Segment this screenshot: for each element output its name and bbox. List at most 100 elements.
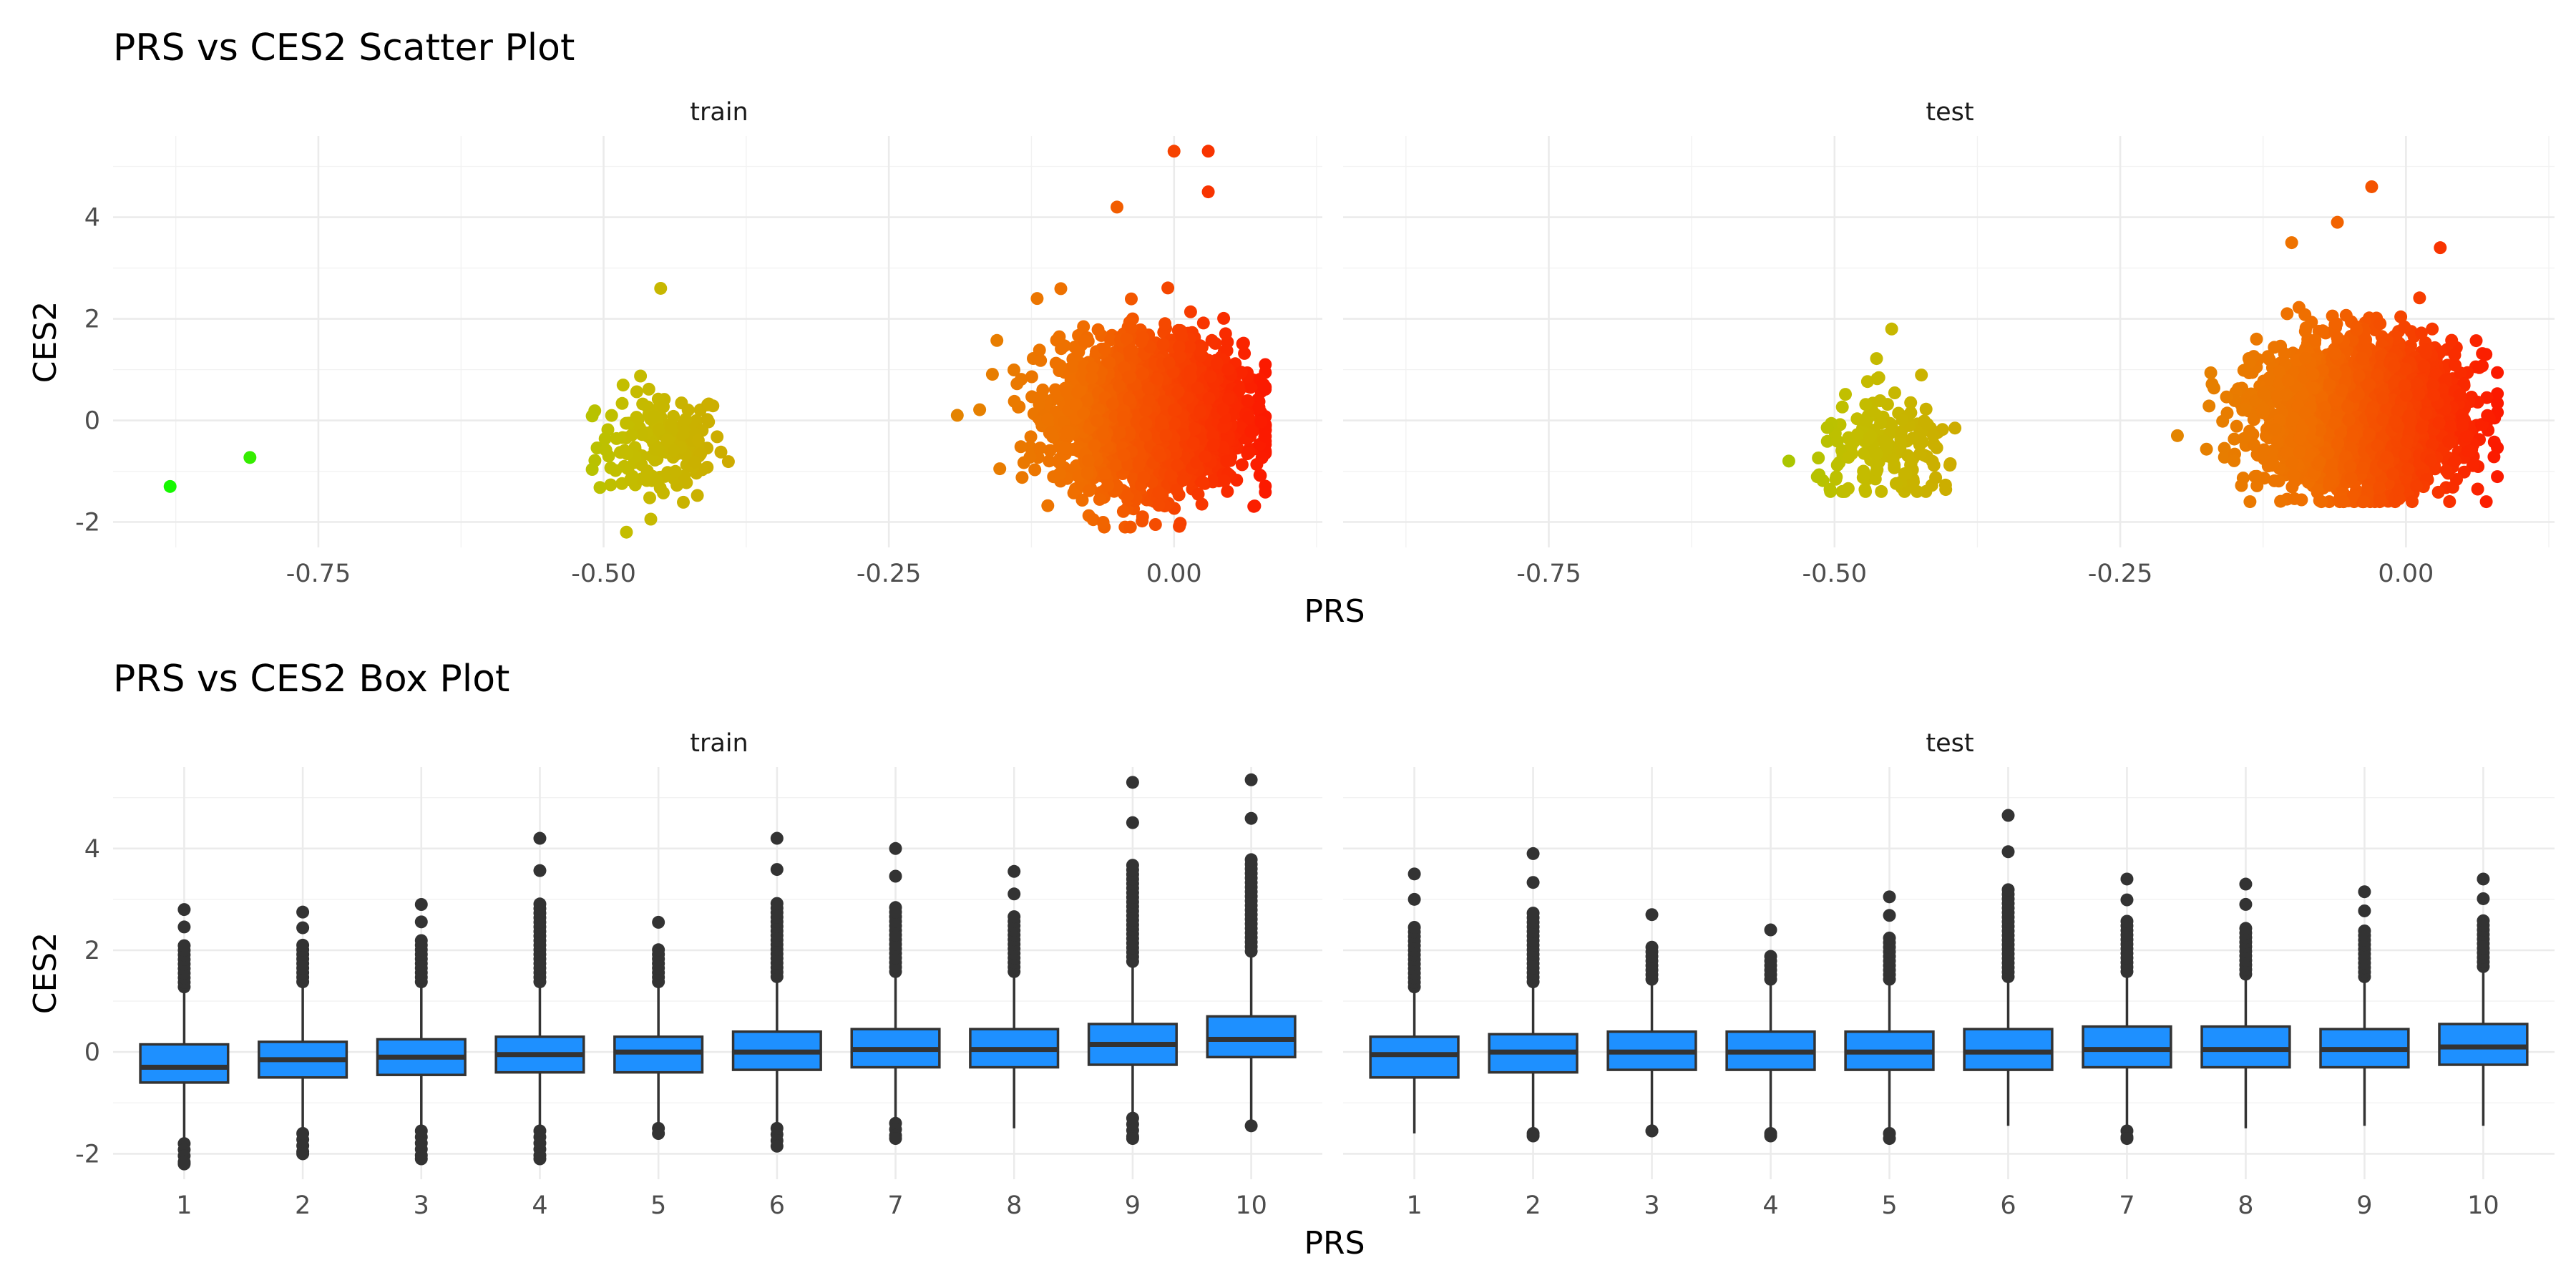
scatter-point — [2220, 406, 2234, 420]
scatter-point — [1896, 413, 1909, 426]
scatter-point — [1137, 471, 1151, 484]
scatter-point — [2236, 472, 2250, 485]
scatter-point — [1152, 499, 1166, 512]
scatter-y-tick-label: 0 — [84, 407, 100, 436]
scatter-point — [1156, 338, 1170, 351]
scatter-point — [1096, 426, 1110, 439]
scatter-point — [2491, 470, 2504, 484]
scatter-point — [2339, 308, 2353, 322]
scatter-point — [1835, 400, 1849, 414]
scatter-point — [1210, 356, 1224, 370]
scatter-point — [678, 426, 692, 439]
scatter-point — [1875, 484, 1888, 498]
scatter-point — [620, 525, 633, 539]
scatter-point — [598, 432, 612, 445]
scatter-point — [667, 409, 680, 423]
scatter-point — [1943, 457, 1957, 470]
scatter-point — [1025, 370, 1038, 384]
scatter-point — [1254, 469, 1267, 482]
scatter-point — [1824, 484, 1838, 498]
scatter-point — [1024, 441, 1037, 454]
scatter-point — [1874, 416, 1888, 430]
scatter-point — [1054, 282, 1068, 296]
scatter-point — [1184, 305, 1197, 318]
scatter-point — [1232, 384, 1246, 398]
scatter-point — [1176, 473, 1190, 487]
scatter-point — [993, 462, 1007, 476]
scatter-point — [1088, 439, 1101, 452]
scatter-point — [1055, 342, 1068, 356]
scatter-point — [688, 455, 702, 469]
scatter-point — [1060, 386, 1074, 399]
scatter-point — [1218, 474, 1231, 488]
scatter-point — [1043, 454, 1056, 468]
scatter-point — [1028, 463, 1042, 477]
scatter-point — [1171, 385, 1184, 399]
scatter-point — [1915, 369, 1928, 382]
scatter-point — [648, 410, 660, 424]
scatter-point — [1071, 386, 1084, 399]
scatter-point — [1948, 421, 1962, 435]
scatter-y-tick-label: -2 — [75, 509, 100, 537]
scatter-point — [1093, 492, 1106, 506]
scatter-point — [1899, 467, 1913, 480]
scatter-point — [653, 423, 666, 436]
scatter-point — [650, 474, 663, 487]
scatter-point — [1236, 337, 1249, 351]
scatter-point — [243, 451, 257, 464]
scatter-point — [1111, 200, 1124, 214]
scatter-point — [973, 403, 987, 416]
scatter-point — [668, 464, 682, 478]
scatter-point — [1193, 406, 1206, 419]
scatter-point — [1196, 316, 1210, 330]
scatter-point — [1152, 486, 1166, 499]
scatter-point — [1167, 145, 1181, 158]
scatter-point — [657, 486, 670, 499]
scatter-point — [1044, 426, 1058, 439]
scatter-test-panel: -0.75 -0.50 -0.25 0.00 — [1343, 136, 2555, 588]
scatter-point — [714, 445, 728, 459]
scatter-point — [2230, 419, 2243, 433]
scatter-point — [625, 429, 638, 442]
scatter-point — [2413, 291, 2426, 305]
scatter-test-strip-label: test — [1926, 98, 1974, 127]
scatter-point — [1172, 341, 1186, 354]
scatter-point — [1196, 476, 1210, 489]
scatter-point — [1113, 426, 1126, 439]
scatter-point — [2472, 361, 2486, 374]
scatter-point — [701, 413, 714, 426]
scatter-point — [1015, 471, 1029, 484]
scatter-train-strip-label: train — [690, 98, 748, 127]
scatter-point — [1123, 520, 1137, 534]
scatter-point — [616, 379, 630, 392]
scatter-point — [1053, 467, 1066, 480]
scatter-point — [604, 478, 618, 492]
scatter-point — [664, 419, 678, 433]
scatter-point — [1091, 414, 1104, 428]
scatter-point — [1153, 449, 1167, 463]
scatter-point — [2268, 341, 2281, 354]
scatter-point — [1085, 371, 1098, 384]
scatter-point — [2274, 494, 2288, 508]
scatter-point — [1053, 330, 1066, 343]
scatter-point — [1103, 356, 1116, 369]
scatter-point — [1030, 292, 1044, 306]
scatter-point — [677, 495, 690, 509]
scatter-point — [2431, 485, 2445, 499]
scatter-point — [1250, 458, 1264, 472]
scatter-point — [1919, 484, 1933, 498]
scatter-point — [1830, 459, 1844, 472]
scatter-point — [1193, 343, 1206, 356]
scatter-point — [1248, 499, 1262, 513]
scatter-point — [630, 385, 643, 399]
scatter-point — [2243, 495, 2257, 509]
scatter-point — [1010, 377, 1024, 391]
scatter-point — [1033, 441, 1047, 455]
scatter-point — [642, 382, 655, 396]
scatter-point — [1122, 371, 1136, 384]
scatter-point — [1926, 429, 1940, 442]
scatter-x-tick-label: 0.00 — [1146, 560, 1202, 588]
scatter-point — [1220, 454, 1234, 468]
scatter-point — [1124, 321, 1138, 335]
scatter-point — [1916, 435, 1929, 449]
